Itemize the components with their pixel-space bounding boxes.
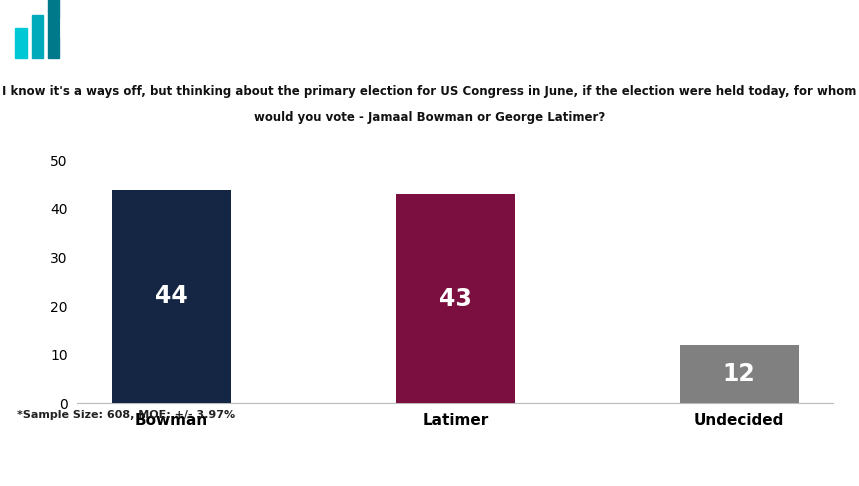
Bar — [112, 190, 231, 403]
Bar — [15, 28, 27, 58]
Text: Upswing: Upswing — [682, 456, 769, 474]
Bar — [396, 194, 515, 403]
Bar — [32, 15, 43, 58]
Text: *Sample Size: 608, MOE: +/- 3.97%: *Sample Size: 608, MOE: +/- 3.97% — [17, 410, 235, 419]
Text: would you vote - Jamaal Bowman or George Latimer?: would you vote - Jamaal Bowman or George… — [254, 111, 605, 124]
Text: 43: 43 — [439, 287, 472, 311]
Text: 44: 44 — [155, 284, 187, 309]
Text: I know it's a ways off, but thinking about the primary election for US Congress : I know it's a ways off, but thinking abo… — [3, 86, 856, 98]
Text: 12: 12 — [723, 362, 756, 386]
Bar — [679, 345, 799, 403]
Text: Race for NY-16 tied with a decent amount of undecideds: Race for NY-16 tied with a decent amount… — [58, 18, 859, 45]
Bar — [48, 0, 59, 58]
Text: 22: 22 — [777, 456, 799, 474]
